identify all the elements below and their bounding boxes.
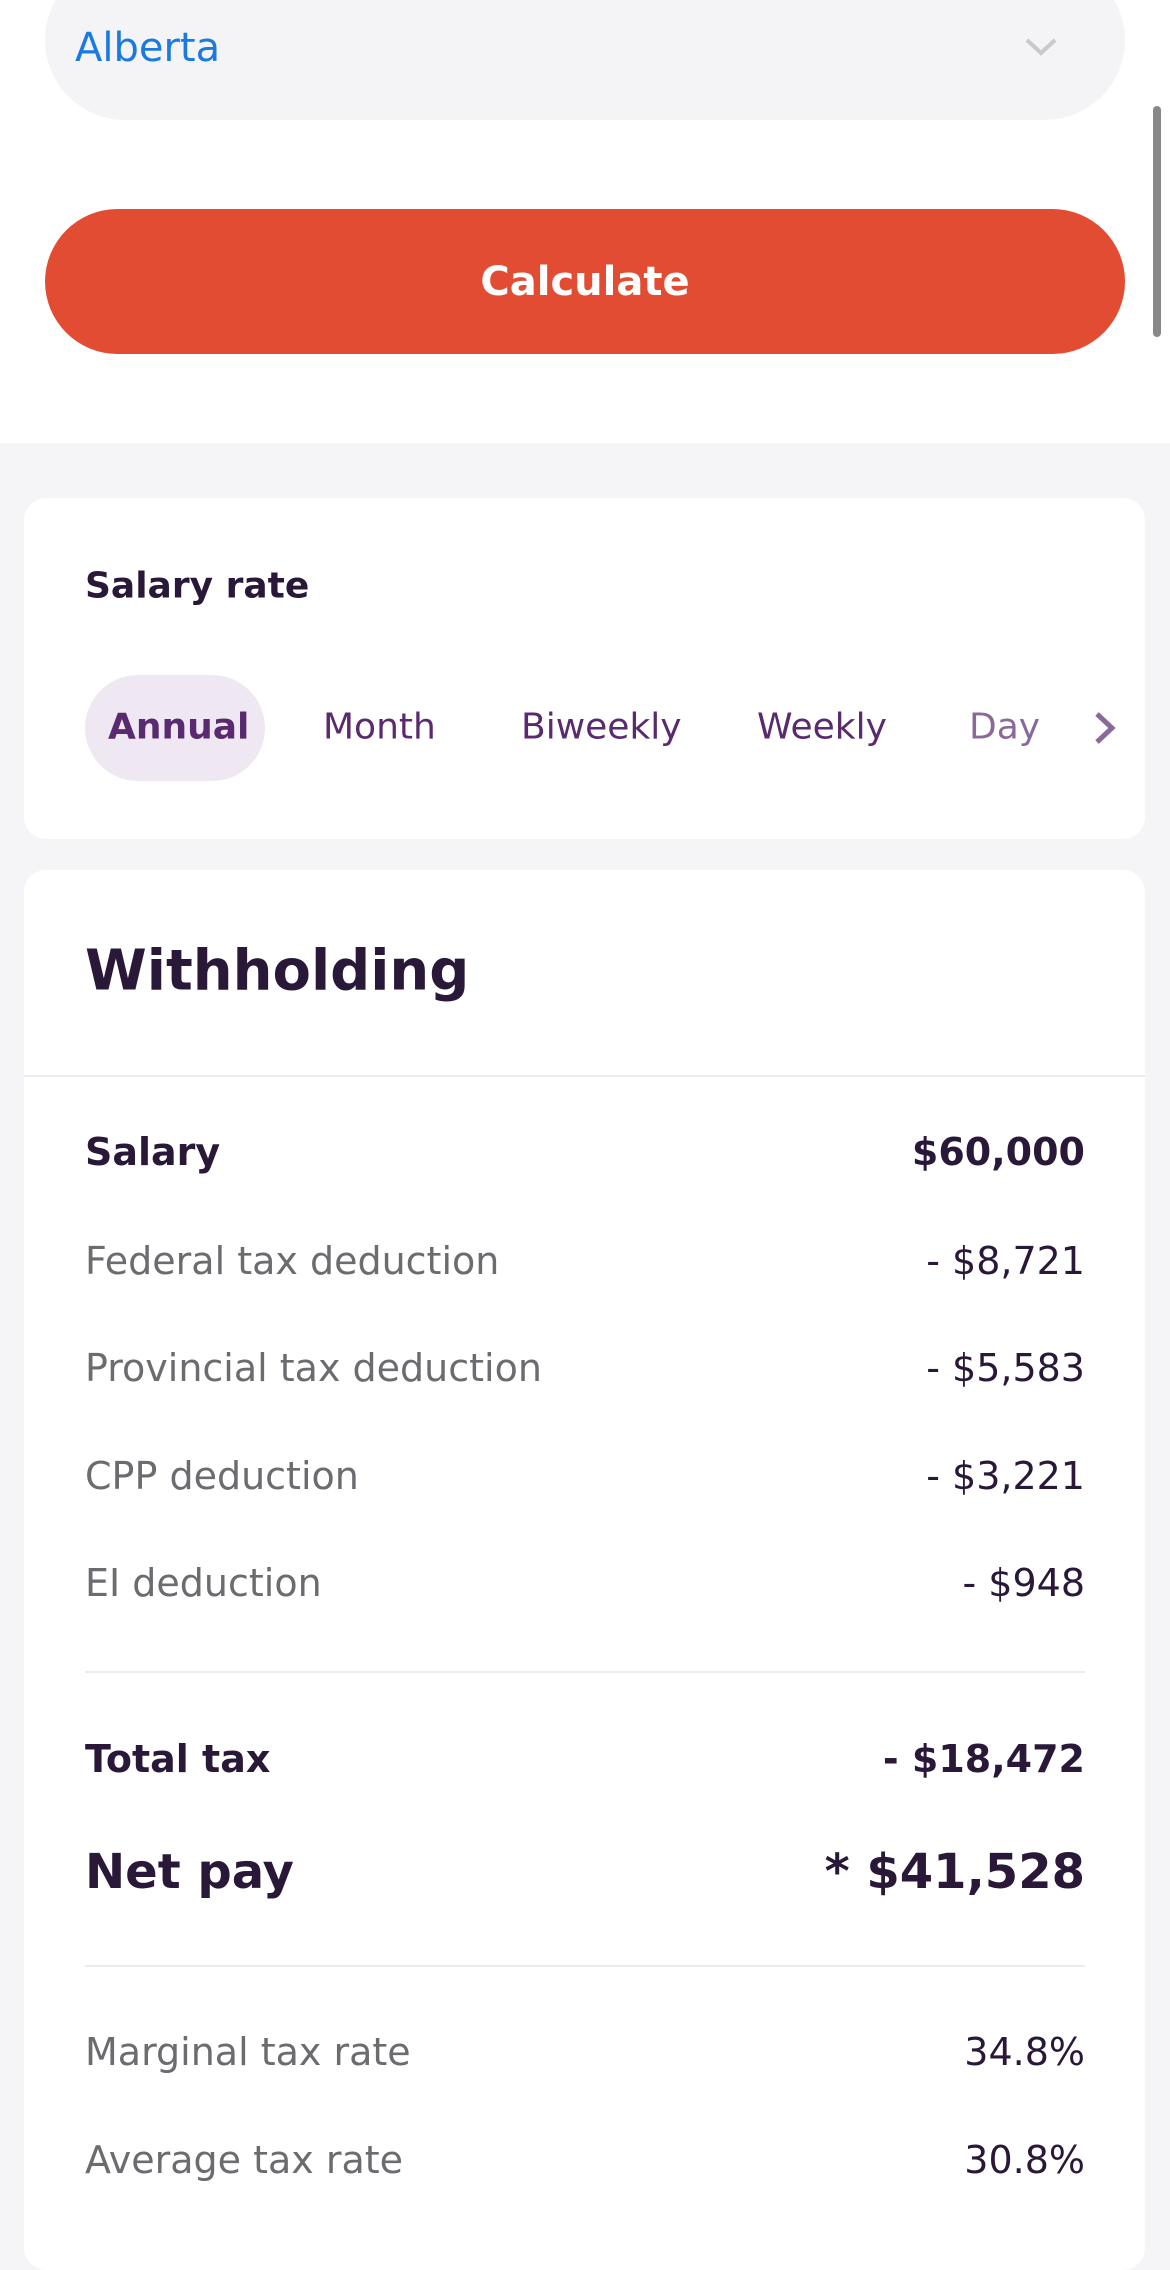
divider <box>24 1075 1145 1077</box>
row-value: - $948 <box>962 1561 1086 1605</box>
row-label: Total tax <box>85 1737 271 1781</box>
row-label: CPP deduction <box>85 1454 359 1498</box>
rate-tab[interactable]: Biweekly <box>521 706 682 748</box>
salary-rate-card <box>24 498 1145 839</box>
row-value: - $3,221 <box>926 1454 1085 1498</box>
row-label: Average tax rate <box>85 2138 404 2182</box>
row-value: 34.8% <box>964 2030 1085 2074</box>
withholding-card <box>24 870 1145 2270</box>
row-value: - $5,583 <box>926 1346 1085 1390</box>
row-label: Provincial tax deduction <box>85 1346 542 1390</box>
active-tab-bg <box>85 675 265 781</box>
row-value: - $8,721 <box>926 1239 1085 1283</box>
tabs-next[interactable] <box>1092 710 1118 746</box>
row-value: * $41,528 <box>824 1844 1085 1900</box>
row-label: EI deduction <box>85 1561 322 1605</box>
province-value[interactable]: Alberta <box>75 25 221 71</box>
salary-rate-title: Salary rate <box>85 565 310 607</box>
divider <box>85 1965 1085 1967</box>
calculate-button[interactable]: Calculate <box>45 209 1125 354</box>
page: Alberta Calculate Salary rate Annual Mont… <box>24 0 1161 2182</box>
province-dropdown[interactable] <box>45 0 1125 120</box>
divider <box>85 1671 1085 1673</box>
rate-tab[interactable]: Annual <box>108 706 250 748</box>
row-label: Federal tax deduction <box>85 1239 500 1283</box>
withholding-title: Withholding <box>85 938 470 1004</box>
scrollbar <box>1153 106 1161 337</box>
row-label: Net pay <box>85 1844 294 1900</box>
rate-tab[interactable]: Day <box>969 706 1041 748</box>
row-label: Marginal tax rate <box>85 2030 411 2074</box>
row-value: $60,000 <box>911 1130 1085 1174</box>
row-value: - $18,472 <box>882 1737 1085 1781</box>
rate-tab[interactable]: Weekly <box>757 706 887 748</box>
row-label: Salary <box>85 1130 221 1174</box>
row-value: 30.8% <box>964 2138 1085 2182</box>
dropdown-chevron <box>1025 38 1057 56</box>
rate-tab[interactable]: Month <box>323 706 436 748</box>
